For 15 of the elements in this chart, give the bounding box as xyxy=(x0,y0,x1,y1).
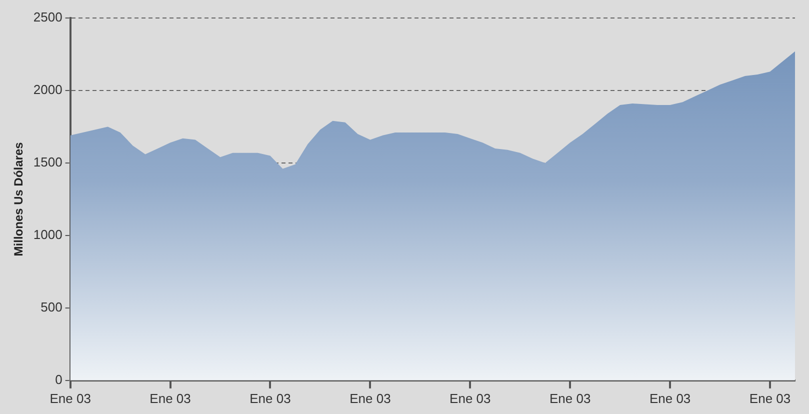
y-axis-title: Millones Us Dólares xyxy=(12,142,26,256)
x-tick-label: Ene 03 xyxy=(749,390,791,406)
y-tick-label: 1000 xyxy=(33,227,62,242)
x-tick-label: Ene 03 xyxy=(450,390,491,406)
x-tick-label: Ene 03 xyxy=(350,390,391,406)
x-tick-label: Ene 03 xyxy=(150,390,191,406)
y-tick-label: 2000 xyxy=(33,82,62,98)
y-tick-label: 0 xyxy=(55,372,62,387)
x-tick-label: Ene 03 xyxy=(50,390,91,406)
x-tick-label: Ene 03 xyxy=(649,390,691,406)
x-tick-label: Ene 03 xyxy=(250,390,291,406)
y-tick-label: 500 xyxy=(40,300,62,314)
y-tick-label: 2500 xyxy=(33,10,62,25)
x-tick-label: Ene 03 xyxy=(550,390,591,406)
y-tick-label: 1500 xyxy=(33,154,62,170)
